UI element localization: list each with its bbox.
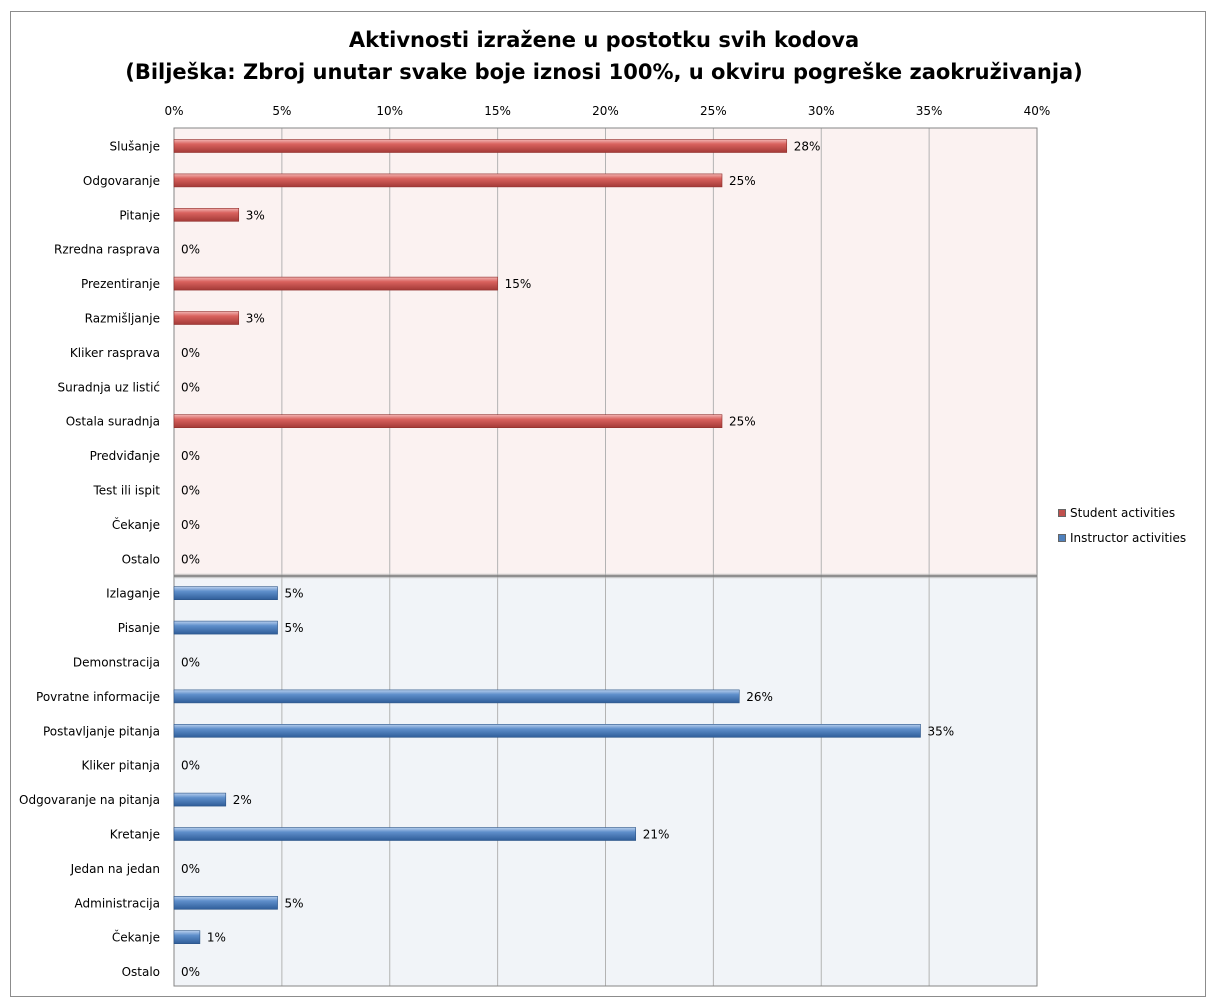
- category-label: Odgovaranje na pitanja: [19, 793, 160, 807]
- category-label: Kliker rasprava: [70, 346, 160, 360]
- data-label: 35%: [927, 724, 954, 738]
- group-divider: [174, 572, 1037, 580]
- bar-student: [173, 414, 723, 429]
- data-label: 0%: [181, 346, 200, 360]
- data-label: 0%: [181, 965, 200, 979]
- category-label: Razmišljanje: [85, 312, 160, 326]
- bar-instructor: [173, 792, 227, 807]
- data-label: 0%: [181, 484, 200, 498]
- category-label: Predviđanje: [90, 449, 160, 463]
- category-label: Suradnja uz listić: [57, 380, 160, 394]
- category-label: Demonstracija: [73, 656, 160, 670]
- plot-area-border: [173, 127, 1038, 987]
- data-label: 0%: [181, 759, 200, 773]
- category-label: Prezentiranje: [81, 277, 160, 291]
- category-label: Rzredna rasprava: [54, 243, 160, 257]
- x-tick-label: 20%: [592, 104, 619, 118]
- x-tick-label: 40%: [1024, 104, 1051, 118]
- bar-instructor: [173, 930, 201, 945]
- data-label: 26%: [746, 690, 773, 704]
- bar-student: [173, 311, 240, 325]
- bar-student: [173, 139, 788, 153]
- legend-item-student: Student activities: [1058, 500, 1186, 525]
- legend-item-instructor: Instructor activities: [1058, 525, 1186, 550]
- category-label: Administracija: [75, 896, 160, 910]
- category-label: Čekanje: [112, 517, 160, 532]
- category-label: Čekanje: [112, 930, 160, 945]
- data-label: 0%: [181, 380, 200, 394]
- bar-student: [173, 276, 498, 291]
- data-label: 0%: [181, 862, 200, 876]
- data-label: 5%: [285, 621, 304, 635]
- bar-student: [173, 208, 240, 222]
- data-label: 0%: [181, 552, 200, 566]
- legend-label-instructor: Instructor activities: [1070, 530, 1187, 545]
- x-tick-label: 0%: [164, 104, 183, 118]
- legend: Student activities Instructor activities: [1058, 500, 1186, 550]
- x-tick-label: 35%: [916, 104, 943, 118]
- category-label: Test ili ispit: [92, 484, 160, 498]
- x-tick-label: 25%: [700, 104, 727, 118]
- x-tick-label: 15%: [484, 104, 511, 118]
- category-label: Odgovaranje: [83, 174, 160, 188]
- data-label: 0%: [181, 656, 200, 670]
- bar-instructor: [173, 723, 921, 738]
- data-label: 0%: [181, 243, 200, 257]
- data-label: 28%: [794, 140, 821, 154]
- legend-swatch-instructor: [1058, 533, 1066, 542]
- bar-instructor: [173, 689, 740, 704]
- category-label: Izlaganje: [106, 587, 160, 601]
- category-label: Jedan na jedan: [70, 862, 160, 876]
- category-label: Pisanje: [118, 621, 160, 635]
- category-label: Pitanje: [119, 208, 160, 222]
- data-label: 5%: [285, 896, 304, 910]
- x-tick-label: 10%: [376, 104, 403, 118]
- chart-subtitle: (Bilješka: Zbroj unutar svake boje iznos…: [125, 60, 1083, 84]
- data-label: 0%: [181, 518, 200, 532]
- category-label: Kliker pitanja: [82, 759, 161, 773]
- data-label: 25%: [729, 174, 756, 188]
- bar-instructor: [173, 586, 278, 601]
- x-tick-label: 30%: [808, 104, 835, 118]
- bar-instructor: [173, 620, 278, 635]
- data-label: 5%: [285, 587, 304, 601]
- category-label: Ostalo: [122, 965, 160, 979]
- category-label: Postavljanje pitanja: [43, 724, 160, 738]
- data-label: 3%: [246, 312, 265, 326]
- bar-instructor: [173, 895, 278, 910]
- data-label: 3%: [246, 208, 265, 222]
- x-tick-label: 5%: [272, 104, 291, 118]
- category-label: Ostala suradnja: [66, 415, 160, 429]
- bar-instructor: [173, 827, 637, 841]
- legend-swatch-student: [1058, 508, 1066, 517]
- bar-student: [173, 173, 723, 188]
- data-label: 1%: [207, 931, 226, 945]
- data-label: 21%: [643, 828, 670, 842]
- chart-title: Aktivnosti izražene u postotku svih kodo…: [348, 28, 860, 52]
- category-label: Kretanje: [110, 828, 160, 842]
- legend-label-student: Student activities: [1070, 505, 1176, 520]
- category-label: Povratne informacije: [36, 690, 160, 704]
- data-label: 0%: [181, 449, 200, 463]
- category-label: Slušanje: [110, 140, 160, 154]
- data-label: 15%: [505, 277, 532, 291]
- data-label: 2%: [233, 793, 252, 807]
- data-label: 25%: [729, 415, 756, 429]
- category-label: Ostalo: [122, 552, 160, 566]
